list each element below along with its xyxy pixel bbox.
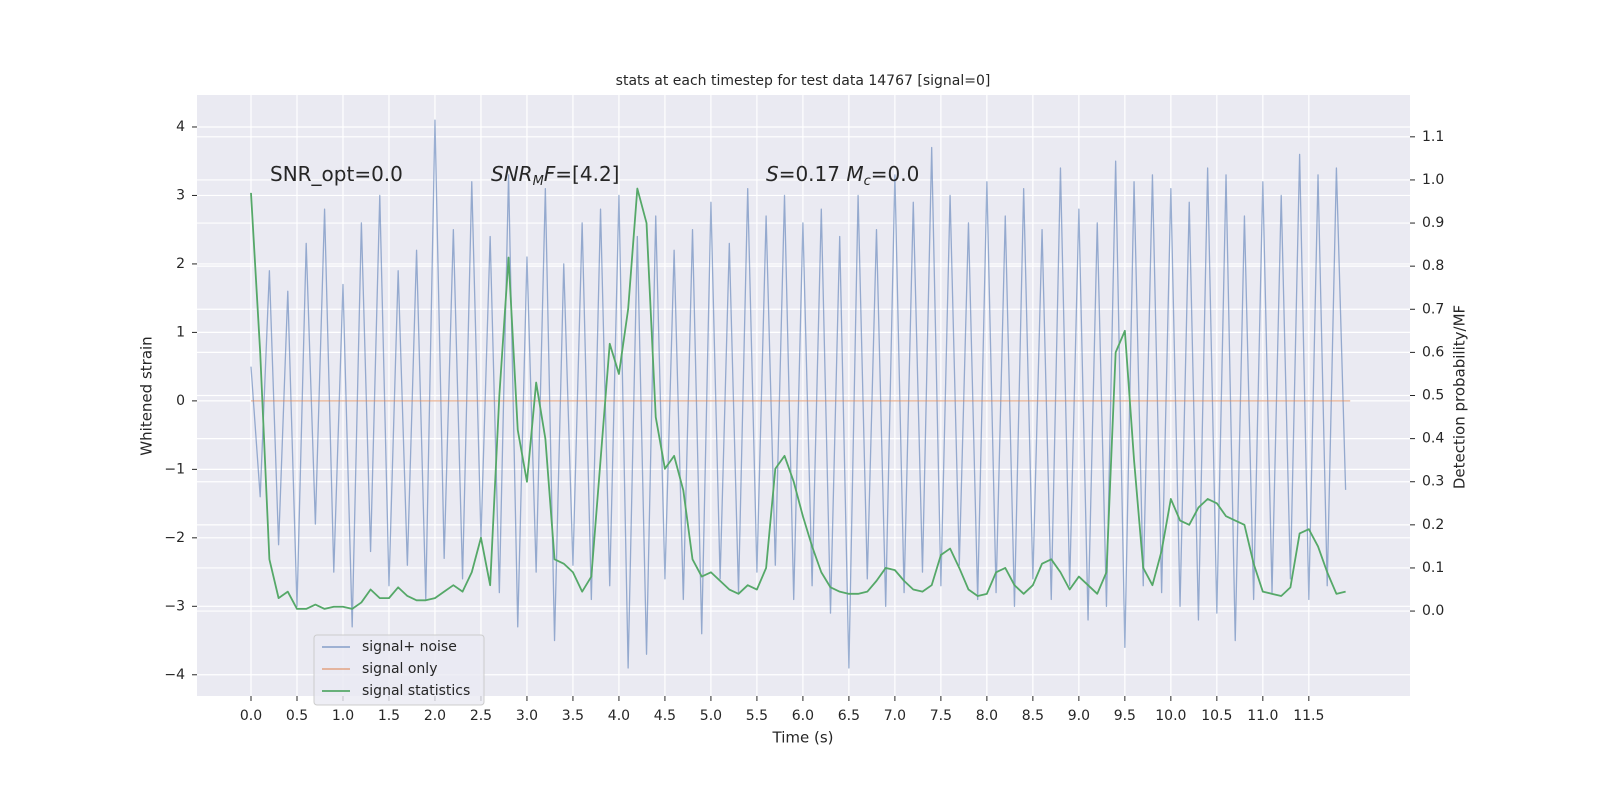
y2-tick-label: 0.5 [1422, 388, 1444, 404]
x-tick-label: 0.5 [286, 708, 308, 724]
x-tick-label: 3.5 [562, 708, 584, 724]
y-tick-label: −1 [164, 461, 185, 477]
x-tick-label: 5.0 [700, 708, 722, 724]
annotation-part: SNR_opt=0.0 [270, 162, 403, 186]
x-tick-label: 8.5 [1022, 708, 1044, 724]
y-tick-label: −2 [164, 530, 185, 546]
legend-label: signal+ noise [362, 639, 457, 655]
annotation-part: =[4.2] [555, 162, 619, 186]
legend-box [313, 634, 485, 706]
x-tick-label: 7.0 [884, 708, 906, 724]
y-axis-label: Whitened strain [138, 336, 156, 455]
x-tick-label: 5.5 [746, 708, 768, 724]
x-tick-label: 4.5 [654, 708, 676, 724]
chart-title: stats at each timestep for test data 147… [616, 73, 991, 89]
y2-tick-label: 0.4 [1422, 431, 1444, 447]
y2-tick-label: 0.6 [1422, 344, 1444, 360]
y-tick-label: 4 [176, 119, 185, 135]
x-tick-label: 6.0 [792, 708, 814, 724]
x-tick-label: 3.0 [516, 708, 538, 724]
series-line [250, 119, 1347, 669]
y2-tick-label: 0.1 [1422, 560, 1444, 576]
annotation-part: =0.17 [779, 162, 847, 186]
x-tick-label: 1.0 [332, 708, 354, 724]
x-tick-label: 2.5 [470, 708, 492, 724]
annotation: S=0.17 Mc=0.0 [766, 162, 919, 189]
x-tick-label: 7.5 [930, 708, 952, 724]
legend: signal+ noise signal only signal statistic… [313, 634, 485, 706]
x-axis-label: Time (s) [772, 729, 834, 747]
x-tick-label: 9.5 [1114, 708, 1136, 724]
x-tick-label: 8.0 [976, 708, 998, 724]
y-tick-label: −4 [164, 667, 185, 683]
y2-tick-label: 0.2 [1422, 517, 1444, 533]
x-tick-label: 4.0 [608, 708, 630, 724]
y-tick-label: 1 [176, 324, 185, 340]
y-tick-label: 2 [176, 256, 185, 272]
x-tick-label: 11.0 [1247, 708, 1278, 724]
y2-tick-label: 0.8 [1422, 258, 1444, 274]
series-line [250, 187, 1346, 610]
x-tick-label: 11.5 [1293, 708, 1324, 724]
x-tick-label: 2.0 [424, 708, 446, 724]
annotation-part: F [544, 162, 556, 186]
y2-tick-label: 0.7 [1422, 301, 1444, 317]
x-tick-label: 1.5 [378, 708, 400, 724]
legend-label: signal statistics [362, 683, 470, 699]
annotation-part: M [533, 174, 544, 189]
annotation: SNRMF=[4.2] [491, 162, 619, 189]
y2-tick-label: 0.3 [1422, 474, 1444, 490]
annotation-part: =0.0 [871, 162, 920, 186]
x-tick-label: 10.5 [1201, 708, 1232, 724]
y-tick-label: −3 [164, 598, 185, 614]
legend-label: signal only [362, 661, 437, 677]
annotation-part: SNR [491, 162, 533, 186]
marks [250, 119, 1351, 669]
y2-tick-label: 0.9 [1422, 215, 1444, 231]
x-tick-label: 0.0 [240, 708, 262, 724]
y2-axis-label: Detection probability/MF [1451, 305, 1469, 489]
annotation-part: S [766, 162, 779, 186]
y2-tick-label: 1.1 [1422, 129, 1444, 145]
annotation: SNR_opt=0.0 [270, 162, 403, 186]
x-tick-label: 10.0 [1155, 708, 1186, 724]
x-tick-label: 6.5 [838, 708, 860, 724]
x-tick-label: 9.0 [1068, 708, 1090, 724]
y-tick-label: 3 [176, 187, 185, 203]
annotation-part: c [864, 174, 871, 189]
labels: 0.0 0.5 1.0 1.5 2.0 2.5 3.0 3.5 4.0 4.5 5.0 5.5 6.0 6… [164, 119, 1444, 724]
y2-tick-label: 0.0 [1422, 603, 1444, 619]
annotation-part: M [846, 162, 863, 186]
y2-tick-label: 1.0 [1422, 172, 1444, 188]
y-tick-label: 0 [176, 393, 185, 409]
